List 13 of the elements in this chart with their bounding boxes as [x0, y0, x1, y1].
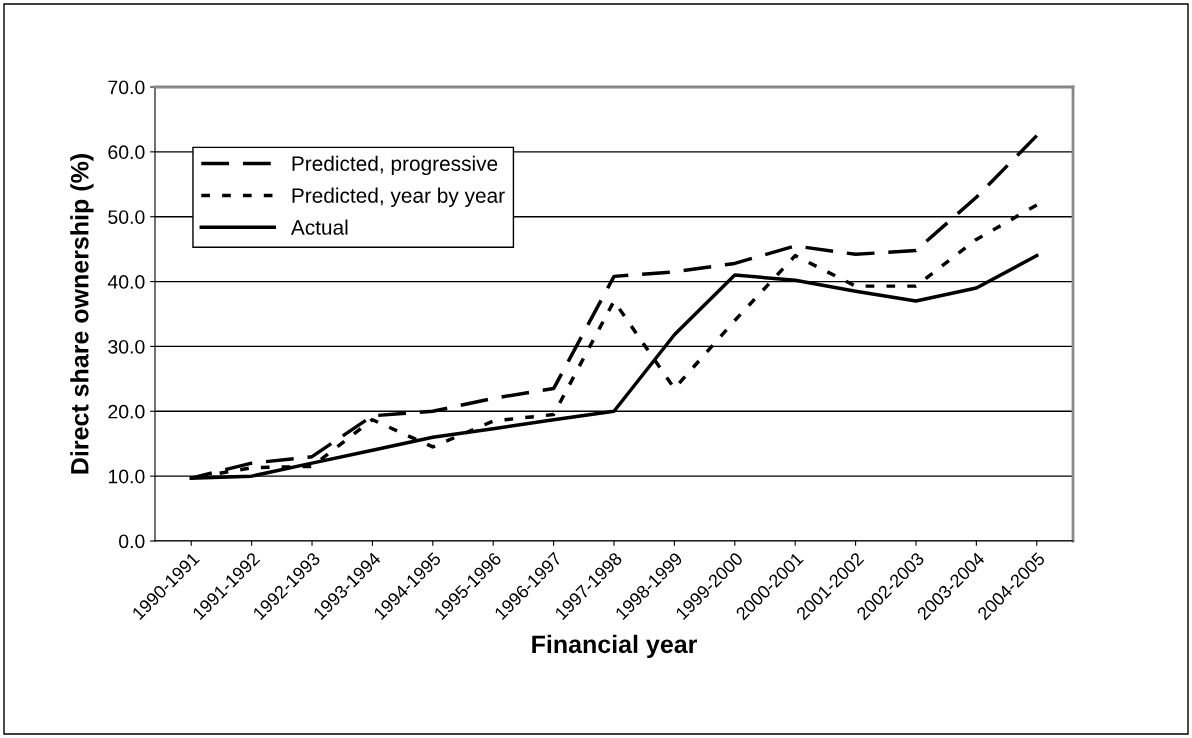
y-tick-label: 70.0: [108, 80, 145, 95]
y-tick-label: 0.0: [119, 534, 145, 549]
y-tick-label: 20.0: [108, 404, 145, 419]
y-tick-label: 50.0: [108, 210, 145, 224]
y-tick-label: 10.0: [108, 469, 145, 484]
y-axis-title: Direct share ownership (%): [70, 154, 94, 474]
legend-label: Actual: [290, 219, 348, 235]
y-tick-label: 60.0: [108, 145, 145, 160]
legend-label: Predicted, year by year: [292, 187, 505, 208]
y-tick-label: 40.0: [107, 275, 145, 289]
x-axis-title: Financial year: [532, 634, 697, 659]
legend-label: Predicted, progressive: [292, 155, 498, 176]
y-tick-label: 30.0: [108, 339, 145, 354]
